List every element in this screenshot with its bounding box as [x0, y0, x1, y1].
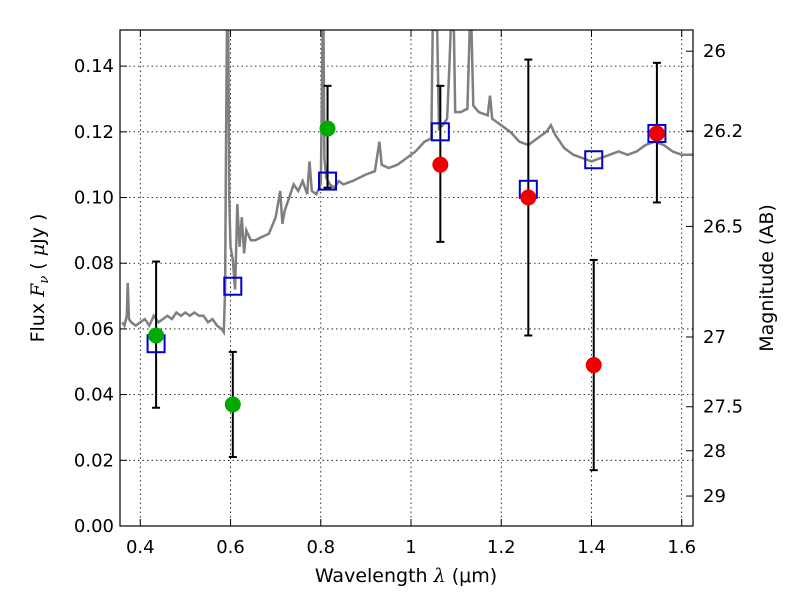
magnitude-tick-labels: 26 26.2 26.5 27 27.5 28 29 — [703, 41, 743, 507]
observed-point — [319, 120, 336, 137]
y2-axis-label: Magnitude (AB) — [756, 204, 778, 352]
y-tick-label: 0.12 — [74, 122, 114, 143]
magnitude-tick-label: 28 — [703, 441, 726, 462]
observed-markers — [148, 120, 665, 413]
x-axis-label-unit: (μm) — [452, 565, 497, 587]
magnitude-tick-label: 26 — [703, 41, 726, 62]
x-axis-label-symbol: λ — [433, 565, 446, 587]
y-tick-labels: 0.00 0.02 0.04 0.06 0.08 0.10 0.12 0.14 — [74, 56, 114, 537]
magnitude-tick-label: 29 — [703, 486, 726, 507]
observed-point — [520, 189, 537, 206]
y-axis-label-unit-mu: μ — [27, 244, 49, 256]
observed-point — [148, 327, 165, 344]
x-axis-label: Wavelength λ (μm) — [315, 565, 497, 587]
x-tick-label: 1.4 — [577, 537, 606, 558]
x-tick-labels: 0.4 0.6 0.8 1 1.2 1.4 1.6 — [126, 537, 696, 558]
model-photometry-point — [318, 171, 338, 191]
model-photometry-point — [223, 276, 243, 296]
observed-point — [224, 396, 241, 413]
observed-point — [648, 125, 665, 142]
x-tick-label: 1.6 — [667, 537, 696, 558]
model-photometry-point — [647, 123, 667, 143]
magnitude-tick-label: 27.5 — [703, 397, 743, 418]
y-axis-label-subscript: ν — [37, 276, 52, 284]
x-tick-label: 1.2 — [487, 537, 516, 558]
observed-point — [432, 156, 449, 173]
y-tick-label: 0.08 — [74, 253, 114, 274]
y-tick-label: 0.02 — [74, 450, 114, 471]
y-tick-label: 0.14 — [74, 56, 114, 77]
plot-area — [121, 30, 693, 472]
x-tick-label: 0.6 — [216, 537, 245, 558]
x-tick-label: 1 — [405, 537, 416, 558]
magnitude-tick-label: 27 — [703, 327, 726, 348]
model-photometry-point — [430, 122, 450, 142]
magnitude-tick-label: 26.2 — [703, 121, 743, 142]
x-tick-label: 0.8 — [306, 537, 335, 558]
plot-frame — [119, 29, 694, 527]
x-tick-label: 0.4 — [126, 537, 155, 558]
observed-point — [585, 357, 602, 374]
y-tick-label: 0.06 — [74, 319, 114, 340]
x-axis-label-text: Wavelength — [315, 565, 428, 587]
axis-ticks — [120, 30, 693, 527]
y-axis-label-unit-rest: Jy ) — [27, 214, 49, 245]
y-tick-label: 0.10 — [74, 188, 114, 209]
magnitude-tick-label: 26.5 — [703, 216, 743, 237]
y-axis-label: Flux Fν ( μJy ) — [27, 214, 52, 343]
y-axis-label-unit-open: ( — [27, 262, 49, 269]
y-tick-label: 0.00 — [74, 516, 114, 537]
model-photometry-point — [584, 150, 604, 170]
series-model-spectrum — [121, 30, 693, 337]
y-tick-label: 0.04 — [74, 385, 114, 406]
y-axis-label-text: Flux — [27, 303, 49, 343]
y-axis-label-symbol: F — [27, 283, 49, 298]
